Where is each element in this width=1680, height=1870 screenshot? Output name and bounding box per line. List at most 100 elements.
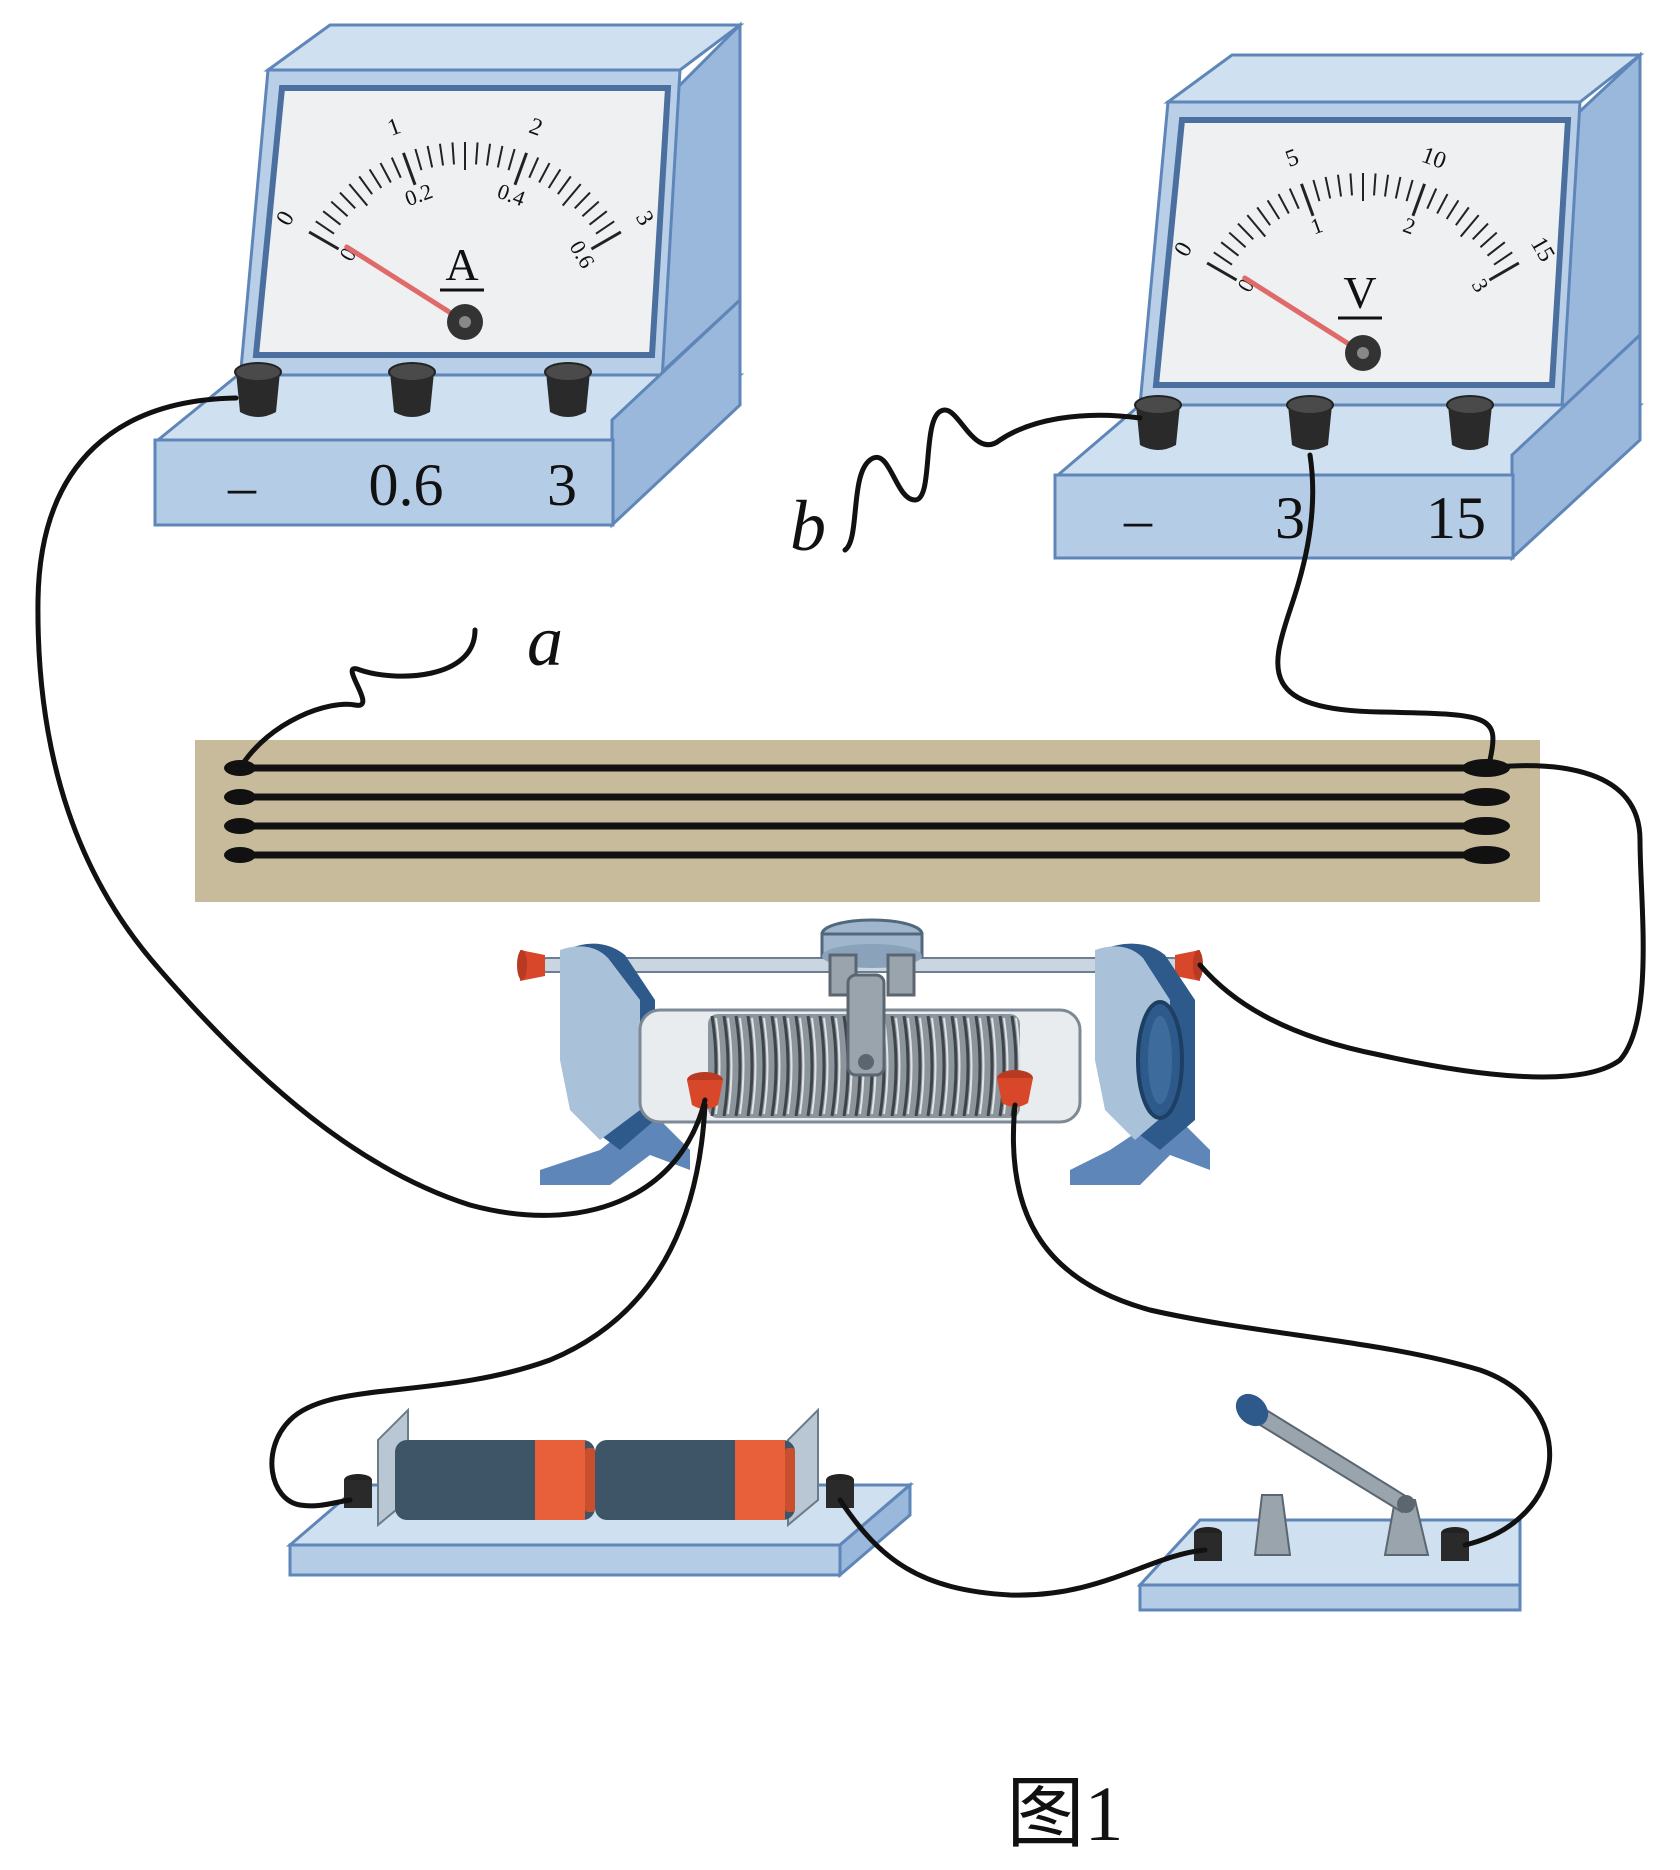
voltmeter-pivot-center [1357,347,1369,359]
voltmeter-terminal-15[interactable] [1446,395,1494,450]
wire-a[interactable] [237,627,478,771]
switch-handle[interactable] [1229,1387,1274,1432]
ammeter-tick [561,183,582,207]
wire-end-right-2[interactable] [1462,788,1510,806]
coil-winding [998,1015,1006,1117]
battery-pack [285,1407,915,1579]
ammeter-tick [358,175,373,195]
voltmeter-needle [1242,275,1366,356]
coil-highlight [727,1017,733,1115]
label-wire-a: a [527,601,563,681]
rheostat-terminal-left[interactable] [687,1072,723,1109]
ammeter-terminal-3[interactable] [544,362,592,417]
wire-voltmeter-to-board[interactable] [1275,452,1496,763]
rheostat-slider[interactable] [820,918,924,1077]
ammeter-symbol: A [445,239,478,290]
coil-highlight [811,1017,817,1115]
ammeter-tick [368,168,383,189]
wire-end-left-3[interactable] [224,818,256,834]
coil-highlight [991,1017,997,1115]
wire-end-right-4[interactable] [1462,846,1510,864]
coil-winding [770,1015,778,1117]
voltmeter-tick [1300,183,1315,217]
wire-end-left-4[interactable] [224,847,256,863]
ammeter-tick [590,230,622,251]
coil-winding [974,1015,982,1117]
ammeter-tick [308,230,340,251]
ammeter-tick [339,191,356,210]
voltmeter-terminal-3[interactable] [1286,395,1334,450]
ammeter-tick [330,200,349,218]
ammeter-tick [475,142,479,165]
switch-terminal-left[interactable] [1194,1527,1222,1561]
battery-terminal-left[interactable] [344,1474,372,1508]
ammeter-tick [315,220,335,235]
coil-winding [734,1015,742,1117]
coil-highlight [931,1017,937,1115]
voltmeter-tick [1349,173,1353,196]
voltmeter-tick [1256,206,1271,226]
voltmeter-tick [1277,193,1290,214]
wire-board-to-rheostat-rod[interactable] [1197,763,1646,1080]
ammeter-label-neg: – [227,456,257,518]
coil-winding [890,1015,898,1117]
ammeter-base-front [153,438,615,527]
ammeter-terminal-06[interactable] [388,362,436,417]
voltmeter-tick [1486,241,1506,257]
coil-winding [746,1015,754,1117]
ammeter-dial-face [252,85,672,358]
voltmeter-tick [1312,179,1321,202]
voltmeter-tick [1436,193,1449,214]
coil-highlight [895,1017,901,1115]
resistance-wire-board [195,740,1540,902]
voltmeter-tick [1288,188,1300,210]
ammeter-tick [390,157,402,179]
wire-b[interactable] [842,407,1143,553]
switch-base-front [1138,1583,1522,1612]
ammeter-terminal-neg[interactable] [234,362,282,417]
wire-battery-to-switch[interactable] [837,1497,1208,1598]
voltmeter-tick [1479,231,1498,249]
resistance-wires [236,764,1504,859]
coil-winding [830,1015,838,1117]
coil-highlight [763,1017,769,1115]
wire-rheostat-to-battery[interactable] [269,1102,708,1509]
coil-winding [914,1015,922,1117]
voltmeter-tick [1488,261,1520,282]
voltmeter-terminal-neg[interactable] [1134,395,1182,450]
rheostat-left-stand [540,1110,690,1185]
wire-end-right-3[interactable] [1462,817,1510,835]
ammeter-tick [581,200,600,218]
coil-highlight [835,1017,841,1115]
voltmeter-tick [1220,241,1240,257]
ammeter-tick [402,152,417,186]
voltmeter-dial-face [1152,117,1572,388]
rheostat-terminal-right[interactable] [997,1070,1033,1107]
ammeter-top [263,23,745,72]
coil-highlight [775,1017,781,1115]
wire-rheostat-to-switch[interactable] [1010,1102,1553,1548]
coil-highlight [955,1017,961,1115]
coil-highlight [739,1017,745,1115]
coil-highlight [919,1017,925,1115]
ammeter-tick [528,157,540,179]
voltmeter-tick [1493,251,1513,266]
coil-winding [926,1015,934,1117]
voltmeter-label-3: 3 [1275,485,1305,551]
ammeter-tick [322,210,342,226]
wire-ammeter-to-rheostat[interactable] [35,395,708,1218]
ammeter-tick [507,148,516,171]
wire-end-left-2[interactable] [224,789,256,805]
voltmeter-tick [1455,206,1470,226]
coil-winding [722,1015,730,1117]
knife-switch[interactable] [1136,1387,1522,1612]
voltmeter-tick [1373,173,1377,196]
connecting-wires [35,395,1646,1598]
battery-base-front [288,1543,842,1577]
voltmeter-tick [1426,188,1438,210]
figure-caption: 图1 [1006,1770,1123,1857]
voltmeter-symbol: V [1343,267,1376,318]
coil-winding [938,1015,946,1117]
switch-hinge [1383,1499,1430,1556]
